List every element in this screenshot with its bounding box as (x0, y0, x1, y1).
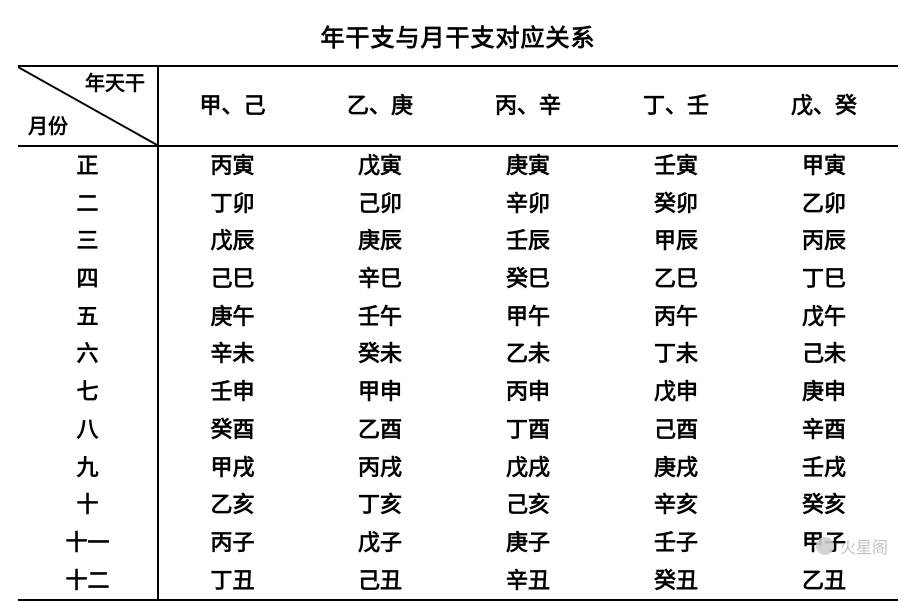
cell: 丁酉 (454, 411, 602, 449)
cell: 丁亥 (306, 486, 454, 524)
col-header: 乙、庚 (306, 66, 454, 146)
cell: 辛丑 (454, 562, 602, 601)
table-row: 三 戊辰 庚辰 壬辰 甲辰 丙辰 (18, 222, 898, 260)
cell: 辛酉 (750, 411, 898, 449)
cell: 庚寅 (454, 146, 602, 185)
cell: 戊申 (602, 373, 750, 411)
cell: 庚子 (454, 524, 602, 562)
cell: 壬戌 (750, 449, 898, 487)
row-label: 二 (18, 185, 158, 223)
cell: 癸亥 (750, 486, 898, 524)
cell: 甲子 (750, 524, 898, 562)
cell: 壬午 (306, 298, 454, 336)
header-row: 年天干 月份 甲、己 乙、庚 丙、辛 丁、壬 戊、癸 (18, 66, 898, 146)
cell: 乙卯 (750, 185, 898, 223)
cell: 戊子 (306, 524, 454, 562)
cell: 丙辰 (750, 222, 898, 260)
page: 年干支与月干支对应关系 年天干 月份 甲、己 乙、庚 丙、辛 丁、壬 戊、癸 (0, 0, 916, 592)
cell: 己丑 (306, 562, 454, 601)
cell: 癸丑 (602, 562, 750, 601)
cell: 丙午 (602, 298, 750, 336)
row-label: 七 (18, 373, 158, 411)
cell: 己亥 (454, 486, 602, 524)
cell: 甲辰 (602, 222, 750, 260)
cell: 庚辰 (306, 222, 454, 260)
cell: 丙戌 (306, 449, 454, 487)
cell: 丁卯 (158, 185, 306, 223)
table-title: 年干支与月干支对应关系 (18, 18, 898, 53)
cell: 壬子 (602, 524, 750, 562)
cell: 癸巳 (454, 260, 602, 298)
row-label: 九 (18, 449, 158, 487)
cell: 丙寅 (158, 146, 306, 185)
cell: 乙亥 (158, 486, 306, 524)
diagonal-header-cell: 年天干 月份 (18, 66, 158, 146)
table-row: 十二 丁丑 己丑 辛丑 癸丑 乙丑 (18, 562, 898, 601)
table-row: 八 癸酉 乙酉 丁酉 己酉 辛酉 (18, 411, 898, 449)
cell: 丙子 (158, 524, 306, 562)
cell: 己未 (750, 335, 898, 373)
col-header: 丙、辛 (454, 66, 602, 146)
cell: 甲戌 (158, 449, 306, 487)
cell: 丁丑 (158, 562, 306, 601)
row-label: 三 (18, 222, 158, 260)
cell: 辛卯 (454, 185, 602, 223)
cell: 己酉 (602, 411, 750, 449)
cell: 壬辰 (454, 222, 602, 260)
cell: 癸未 (306, 335, 454, 373)
cell: 甲午 (454, 298, 602, 336)
row-label: 六 (18, 335, 158, 373)
cell: 戊午 (750, 298, 898, 336)
cell: 戊寅 (306, 146, 454, 185)
row-label: 五 (18, 298, 158, 336)
cell: 壬寅 (602, 146, 750, 185)
cell: 戊戌 (454, 449, 602, 487)
table-row: 二 丁卯 己卯 辛卯 癸卯 乙卯 (18, 185, 898, 223)
cell: 癸卯 (602, 185, 750, 223)
cell: 庚午 (158, 298, 306, 336)
row-label: 十 (18, 486, 158, 524)
diagonal-top-label: 年天干 (85, 71, 145, 98)
table-row: 七 壬申 甲申 丙申 戊申 庚申 (18, 373, 898, 411)
row-label: 四 (18, 260, 158, 298)
cell: 戊辰 (158, 222, 306, 260)
cell: 辛未 (158, 335, 306, 373)
table-row: 九 甲戌 丙戌 戊戌 庚戌 壬戌 (18, 449, 898, 487)
cell: 己巳 (158, 260, 306, 298)
table-row: 五 庚午 壬午 甲午 丙午 戊午 (18, 298, 898, 336)
cell: 壬申 (158, 373, 306, 411)
cell: 丙申 (454, 373, 602, 411)
cell: 乙丑 (750, 562, 898, 601)
col-header: 丁、壬 (602, 66, 750, 146)
cell: 乙酉 (306, 411, 454, 449)
table-row: 十 乙亥 丁亥 己亥 辛亥 癸亥 (18, 486, 898, 524)
cell: 甲寅 (750, 146, 898, 185)
table-row: 十一 丙子 戊子 庚子 壬子 甲子 (18, 524, 898, 562)
cell: 乙未 (454, 335, 602, 373)
ganzhi-table: 年天干 月份 甲、己 乙、庚 丙、辛 丁、壬 戊、癸 正 丙寅 戊寅 庚寅 壬寅… (18, 65, 898, 601)
table-row: 六 辛未 癸未 乙未 丁未 己未 (18, 335, 898, 373)
cell: 丁巳 (750, 260, 898, 298)
cell: 甲申 (306, 373, 454, 411)
table-body: 正 丙寅 戊寅 庚寅 壬寅 甲寅 二 丁卯 己卯 辛卯 癸卯 乙卯 三 戊辰 庚… (18, 146, 898, 600)
col-header: 戊、癸 (750, 66, 898, 146)
cell: 庚申 (750, 373, 898, 411)
cell: 庚戌 (602, 449, 750, 487)
row-label: 十二 (18, 562, 158, 601)
table-row: 四 己巳 辛巳 癸巳 乙巳 丁巳 (18, 260, 898, 298)
cell: 丁未 (602, 335, 750, 373)
cell: 癸酉 (158, 411, 306, 449)
col-header: 甲、己 (158, 66, 306, 146)
diagonal-bottom-label: 月份 (28, 114, 68, 141)
cell: 乙巳 (602, 260, 750, 298)
cell: 己卯 (306, 185, 454, 223)
row-label: 正 (18, 146, 158, 185)
row-label: 十一 (18, 524, 158, 562)
table-row: 正 丙寅 戊寅 庚寅 壬寅 甲寅 (18, 146, 898, 185)
row-label: 八 (18, 411, 158, 449)
cell: 辛巳 (306, 260, 454, 298)
cell: 辛亥 (602, 486, 750, 524)
